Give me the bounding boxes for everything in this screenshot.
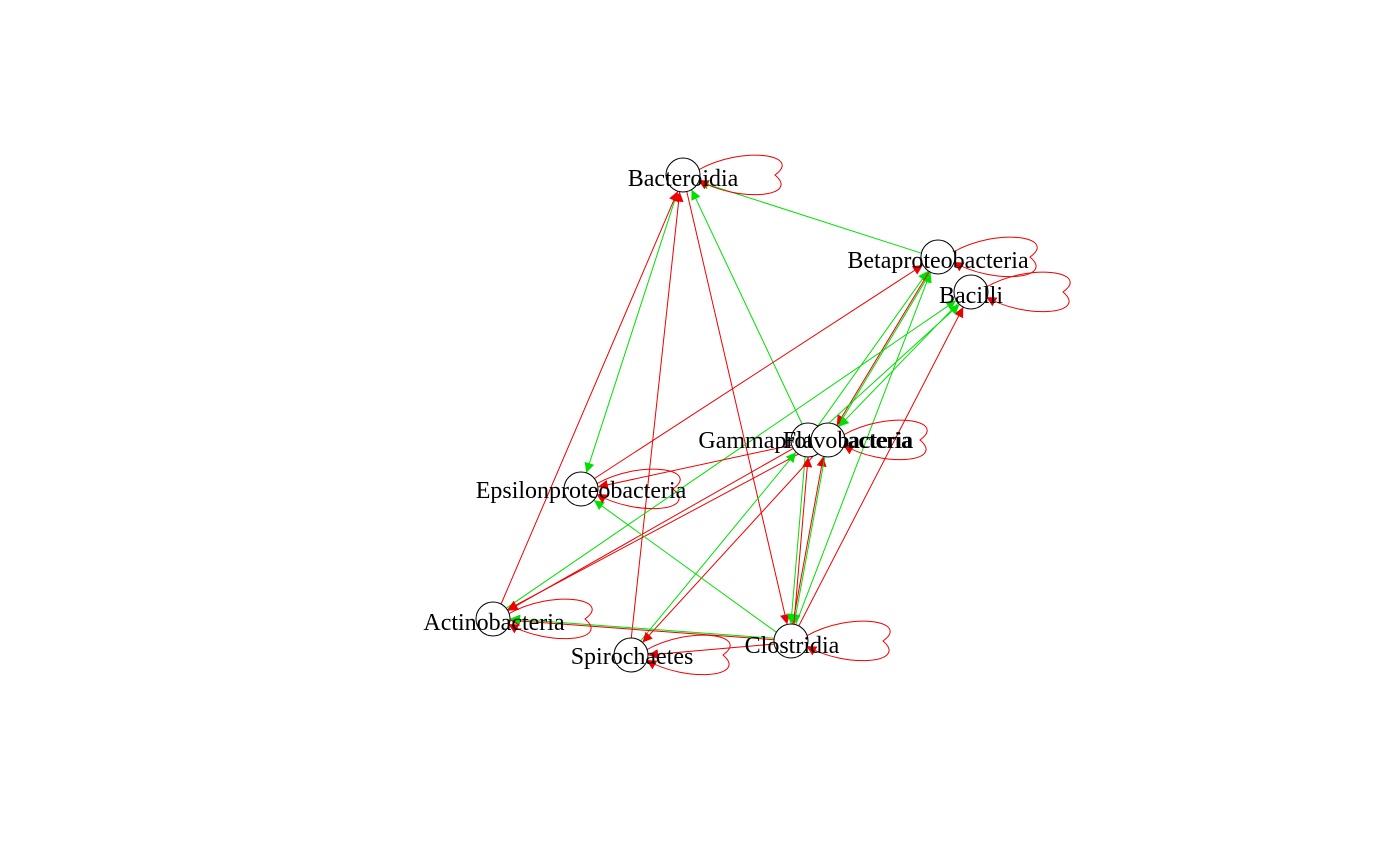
node-circle-bacteroidia <box>665 157 701 193</box>
edge-spirochaetes-to-bacteroidia <box>630 191 684 638</box>
edge-flavobacteria-to-clostridia <box>790 456 826 625</box>
edge-betaproteobacteria-to-bacteroidia <box>698 179 922 254</box>
node-label-flavobacteria: Flavobacteria <box>783 428 914 454</box>
edge-bacteroidia-to-epsilonproteobacteria <box>584 191 679 473</box>
self-loop-betaproteobacteria <box>953 236 1038 278</box>
edge-flavobacteria-to-actinobacteria <box>507 446 813 611</box>
node-epsilonproteobacteria: Epsilonproteobacteria <box>476 471 687 507</box>
edge-epsilonproteobacteria-to-betaproteobacteria <box>594 264 924 479</box>
edge-clostridia-to-bacilli <box>798 306 964 627</box>
node-label-gammaproteobacteria: Gammaproteobacteria <box>698 428 912 454</box>
edge-gammaproteobacteria-to-bacteroidia <box>691 189 803 425</box>
self-loop-flavobacteria <box>843 419 928 461</box>
self-loop-actinobacteria <box>508 598 593 640</box>
node-circle-clostridia <box>773 623 809 659</box>
node-bacteroidia: Bacteroidia <box>628 157 739 193</box>
edge-betaproteobacteria-to-flavobacteria <box>836 271 930 426</box>
node-label-spirochaetes: Spirochaetes <box>571 644 694 670</box>
node-label-bacilli: Bacilli <box>939 283 1003 309</box>
edge-clostridia-to-betaproteobacteria <box>795 272 932 625</box>
edge-clostridia-to-flavobacteria <box>792 456 827 625</box>
edge-actinobacteria-to-bacteroidia <box>500 191 679 605</box>
node-circle-betaproteobacteria <box>920 239 956 275</box>
edge-clostridia-to-epsilonproteobacteria <box>593 499 777 633</box>
self-loop-bacteroidia <box>698 154 783 196</box>
self-loop-epsilonproteobacteria <box>596 468 681 510</box>
node-label-clostridia: Clostridia <box>745 633 840 659</box>
self-loops-layer <box>508 154 1071 676</box>
edge-clostridia-to-actinobacteria <box>510 614 775 639</box>
edge-gammaproteobacteria-to-bacilli <box>821 304 960 431</box>
edge-gammaproteobacteria-to-clostridia <box>786 456 806 624</box>
node-circle-actinobacteria <box>475 601 511 637</box>
edge-clostridia-to-gammaproteobacteria <box>793 457 813 625</box>
node-betaproteobacteria: Betaproteobacteria <box>847 239 1029 275</box>
edge-flavobacteria-to-spirochaetes <box>642 452 817 643</box>
node-label-actinobacteria: Actinobacteria <box>423 610 565 636</box>
self-loop-spirochaetes <box>646 634 731 676</box>
edge-clostridia-to-spirochaetes <box>648 643 775 660</box>
node-clostridia: Clostridia <box>745 623 840 659</box>
node-label-epsilonproteobacteria: Epsilonproteobacteria <box>476 478 687 504</box>
node-circle-spirochaetes <box>613 637 649 673</box>
self-loop-bacilli <box>986 271 1071 313</box>
edge-gammaproteobacteria-to-betaproteobacteria <box>817 270 929 427</box>
edge-clostridia-to-actinobacteria <box>509 616 775 641</box>
edge-gammaproteobacteria-to-epsilonproteobacteria <box>597 444 792 490</box>
nodes-layer: Bacteroidia Betaproteobacteria Bacilli Gamm… <box>423 157 1029 673</box>
node-label-betaproteobacteria: Betaproteobacteria <box>847 248 1029 274</box>
edge-spirochaetes-to-gammaproteobacteria <box>640 451 797 642</box>
node-bacilli: Bacilli <box>939 274 1003 310</box>
node-actinobacteria: Actinobacteria <box>423 601 565 637</box>
edge-bacteroidia-to-clostridia <box>686 191 790 625</box>
node-label-bacteroidia: Bacteroidia <box>628 166 739 192</box>
node-flavobacteria: Flavobacteria <box>783 422 914 458</box>
node-spirochaetes: Spirochaetes <box>571 637 694 673</box>
node-circle-flavobacteria <box>810 422 846 458</box>
node-circle-bacilli <box>953 274 989 310</box>
edges-layer <box>500 179 964 660</box>
self-loop-clostridia <box>806 620 891 662</box>
edge-actinobacteria-to-bacilli <box>505 299 957 609</box>
node-circle-epsilonproteobacteria <box>563 471 599 507</box>
